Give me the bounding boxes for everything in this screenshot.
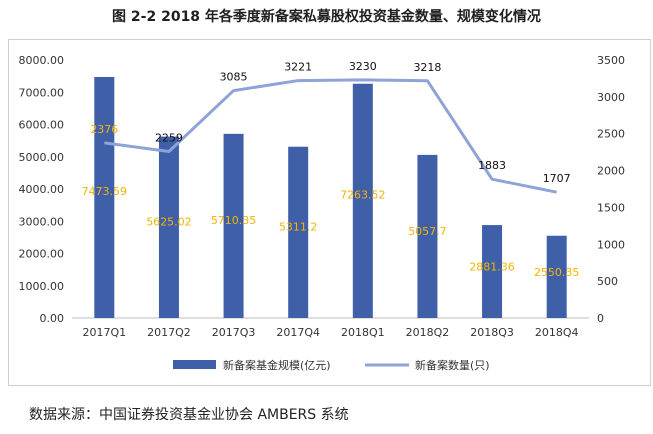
x-tick-label: 2017Q4 — [276, 326, 320, 339]
x-tick-label: 2018Q4 — [535, 326, 579, 339]
legend-swatch-bar — [173, 360, 216, 369]
bar-value-label: 7263.52 — [340, 189, 386, 202]
line-value-label: 3085 — [220, 71, 248, 84]
line-value-label: 1707 — [543, 172, 571, 185]
line-value-label: 3218 — [413, 61, 441, 74]
y-right-tick-label: 2500 — [597, 128, 625, 141]
figure-title: 图 2-2 2018 年各季度新备案私募股权投资基金数量、规模变化情况 — [112, 9, 541, 25]
y-right-tick-label: 3500 — [597, 54, 625, 67]
y-right-tick-label: 500 — [597, 275, 618, 288]
line-value-label: 2259 — [155, 131, 183, 144]
y-right-tick-label: 2000 — [597, 165, 625, 178]
legend-label-line: 新备案数量(只) — [415, 358, 490, 372]
bar — [94, 76, 115, 319]
y-left-tick-label: 0.00 — [40, 312, 65, 325]
source-note: 数据来源：中国证券投资基金业协会 AMBERS 系统 — [29, 407, 349, 423]
bar-value-label: 2550.35 — [534, 266, 580, 279]
x-tick-label: 2017Q3 — [212, 326, 256, 339]
x-tick-label: 2017Q2 — [147, 326, 191, 339]
line-value-label: 1883 — [478, 159, 506, 172]
y-right-tick-label: 0 — [597, 312, 604, 325]
y-right-tick-label: 3000 — [597, 91, 625, 104]
bar — [546, 235, 567, 318]
line-series — [104, 78, 557, 194]
bar — [417, 154, 438, 318]
y-left-tick-label: 1000.00 — [19, 280, 65, 293]
bar-value-label: 5311.2 — [279, 221, 318, 234]
y-right-tick-label: 1500 — [597, 201, 625, 214]
bar-value-label: 5625.02 — [146, 215, 192, 228]
bar — [223, 133, 244, 318]
y-left-tick-label: 6000.00 — [19, 119, 65, 132]
x-tick-label: 2018Q2 — [406, 326, 450, 339]
bar — [352, 83, 373, 318]
bar-value-label: 5710.35 — [211, 214, 257, 227]
y-left-tick-label: 2000.00 — [19, 248, 65, 261]
y-left-tick-label: 4000.00 — [19, 183, 65, 196]
bar — [288, 146, 309, 318]
y-left-tick-label: 3000.00 — [19, 215, 65, 228]
bar — [482, 225, 503, 318]
x-tick-label: 2017Q1 — [82, 326, 126, 339]
bar-value-label: 7473.59 — [82, 185, 128, 198]
y-left-tick-label: 7000.00 — [19, 86, 65, 99]
legend-label-bar: 新备案基金规模(亿元) — [223, 358, 331, 372]
x-tick-label: 2018Q3 — [470, 326, 514, 339]
chart-svg: 0.00 1000.00 2000.00 3000.00 4000.00 5000.00 6… — [19, 54, 626, 372]
y-left-tick-label: 8000.00 — [19, 54, 65, 67]
line-value-label: 2376 — [90, 123, 118, 136]
x-tick-label: 2018Q1 — [341, 326, 385, 339]
line-value-label: 3221 — [284, 61, 312, 74]
bar-value-label: 2881.36 — [469, 261, 515, 274]
chart-frame — [8, 39, 651, 386]
y-right-tick-label: 1000 — [597, 238, 625, 251]
bar — [158, 136, 179, 318]
y-left-tick-label: 5000.00 — [19, 151, 65, 164]
line-value-label: 3230 — [349, 60, 377, 73]
bar-value-label: 5057.7 — [408, 225, 447, 238]
